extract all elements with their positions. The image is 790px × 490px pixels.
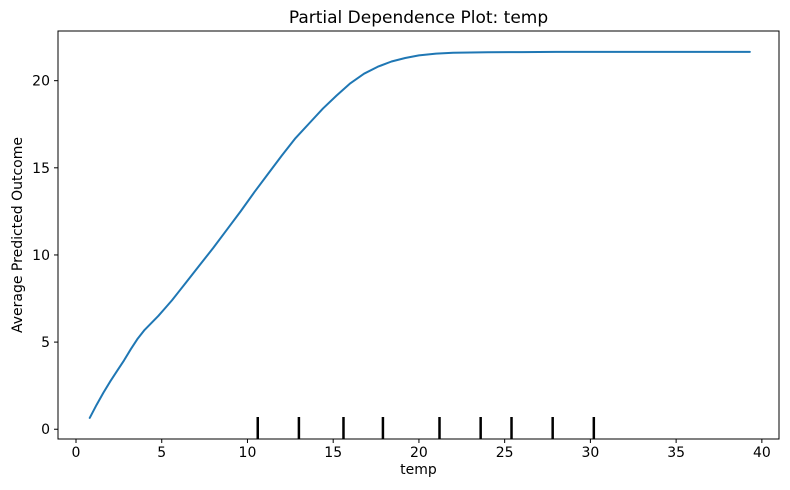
y-tick-label: 5 xyxy=(41,335,50,351)
x-tick-label: 5 xyxy=(157,445,166,461)
x-tick-label: 0 xyxy=(72,445,81,461)
y-tick-label: 0 xyxy=(41,422,50,438)
y-tick-label: 15 xyxy=(32,161,50,177)
x-tick-label: 30 xyxy=(581,445,599,461)
chart-title: Partial Dependence Plot: temp xyxy=(288,8,549,28)
x-axis-label: temp xyxy=(400,462,437,478)
axes-frame xyxy=(57,30,780,440)
x-tick-label: 40 xyxy=(753,445,771,461)
x-tick-label: 35 xyxy=(667,445,685,461)
x-tick-label: 15 xyxy=(324,445,342,461)
y-tick-label: 20 xyxy=(32,74,50,90)
x-tick-label: 25 xyxy=(496,445,514,461)
pdp-curve xyxy=(88,50,751,419)
x-tick-label: 10 xyxy=(239,445,257,461)
x-tick-label: 20 xyxy=(410,445,428,461)
y-tick-label: 10 xyxy=(32,248,50,264)
